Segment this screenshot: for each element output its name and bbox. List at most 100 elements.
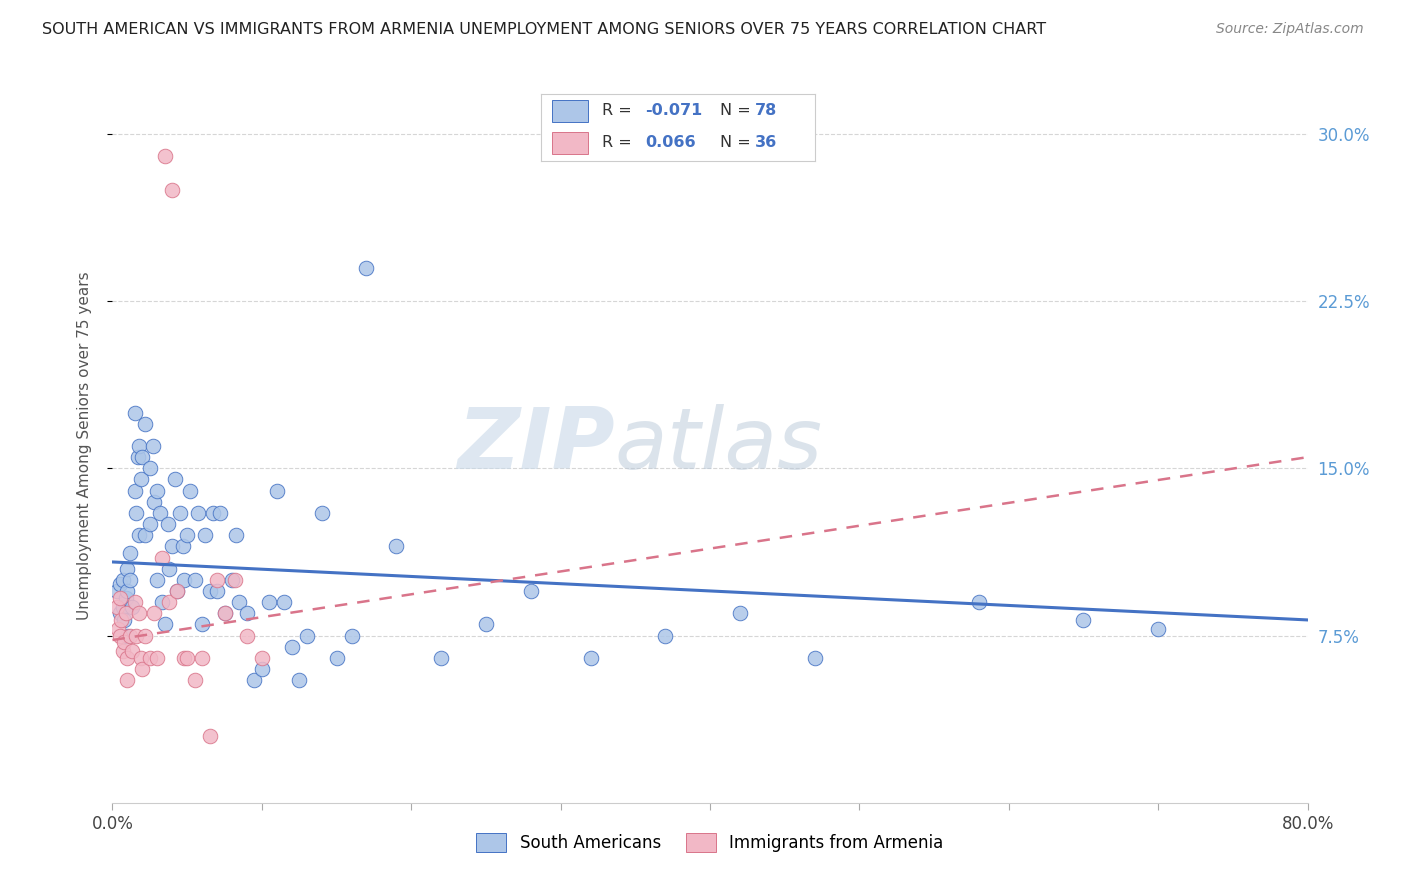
- Point: [221, 573, 243, 587]
- Point: [579, 651, 602, 665]
- Point: [134, 528, 156, 542]
- Point: [157, 562, 180, 576]
- Point: [124, 405, 146, 419]
- Point: [111, 599, 134, 614]
- Point: [385, 539, 408, 553]
- Point: [228, 595, 250, 609]
- Point: [153, 617, 176, 632]
- Point: [108, 628, 131, 642]
- Point: [325, 651, 347, 665]
- Text: R =: R =: [602, 136, 637, 151]
- Point: [1147, 622, 1170, 636]
- Point: [173, 651, 195, 665]
- Point: [128, 528, 150, 542]
- Point: [129, 473, 152, 487]
- Point: [108, 607, 131, 621]
- Point: [187, 506, 209, 520]
- Text: N =: N =: [720, 136, 755, 151]
- Point: [128, 439, 150, 453]
- Point: [156, 516, 179, 531]
- Text: R =: R =: [602, 103, 637, 119]
- Point: [127, 450, 149, 464]
- Text: 0.066: 0.066: [645, 136, 696, 151]
- Point: [131, 450, 153, 464]
- Point: [105, 599, 128, 614]
- Point: [121, 644, 143, 658]
- Point: [224, 573, 246, 587]
- Point: [121, 599, 143, 614]
- FancyBboxPatch shape: [553, 132, 588, 153]
- Point: [120, 628, 142, 642]
- Point: [225, 528, 247, 542]
- Point: [311, 506, 333, 520]
- Point: [205, 583, 228, 598]
- Point: [281, 640, 304, 654]
- Point: [105, 583, 128, 598]
- Point: [1073, 613, 1095, 627]
- Point: [214, 607, 236, 621]
- Point: [120, 546, 142, 560]
- Point: [125, 628, 148, 642]
- Point: [654, 628, 676, 642]
- Point: [110, 613, 132, 627]
- Point: [191, 617, 214, 632]
- Point: [115, 591, 138, 605]
- Text: 36: 36: [755, 136, 778, 151]
- Point: [142, 439, 165, 453]
- Point: [117, 583, 139, 598]
- Point: [125, 506, 148, 520]
- Point: [150, 595, 173, 609]
- Point: [179, 483, 201, 498]
- Point: [124, 483, 146, 498]
- Point: [146, 483, 169, 498]
- Text: SOUTH AMERICAN VS IMMIGRANTS FROM ARMENIA UNEMPLOYMENT AMONG SENIORS OVER 75 YEA: SOUTH AMERICAN VS IMMIGRANTS FROM ARMENI…: [42, 22, 1046, 37]
- Point: [340, 628, 363, 642]
- Point: [117, 628, 139, 642]
- Text: ZIP: ZIP: [457, 404, 614, 488]
- Point: [205, 573, 228, 587]
- Point: [166, 583, 188, 598]
- Point: [201, 506, 224, 520]
- Point: [165, 473, 187, 487]
- Point: [111, 573, 134, 587]
- Point: [173, 573, 195, 587]
- Point: [243, 673, 266, 687]
- Text: N =: N =: [720, 103, 755, 119]
- Point: [108, 591, 131, 605]
- Point: [162, 539, 183, 553]
- Point: [149, 506, 172, 520]
- Point: [236, 628, 259, 642]
- Point: [172, 539, 194, 553]
- Point: [176, 651, 198, 665]
- Point: [520, 583, 543, 598]
- Point: [803, 651, 825, 665]
- Point: [250, 651, 273, 665]
- Point: [139, 516, 162, 531]
- Point: [183, 573, 205, 587]
- Point: [273, 595, 295, 609]
- Point: [146, 651, 169, 665]
- Point: [120, 573, 142, 587]
- Text: 78: 78: [755, 103, 778, 119]
- Text: Source: ZipAtlas.com: Source: ZipAtlas.com: [1216, 22, 1364, 37]
- Y-axis label: Unemployment Among Seniors over 75 years: Unemployment Among Seniors over 75 years: [77, 272, 91, 620]
- Point: [157, 595, 180, 609]
- Point: [139, 461, 162, 475]
- Point: [266, 483, 288, 498]
- Point: [214, 607, 236, 621]
- Point: [356, 260, 378, 275]
- Point: [143, 494, 166, 508]
- Point: [191, 651, 214, 665]
- Point: [250, 662, 273, 676]
- Point: [198, 583, 221, 598]
- Point: [114, 613, 135, 627]
- Point: [128, 607, 150, 621]
- Point: [146, 573, 169, 587]
- Point: [150, 550, 173, 565]
- Point: [967, 595, 990, 609]
- Point: [169, 506, 191, 520]
- Point: [134, 628, 156, 642]
- Point: [131, 662, 153, 676]
- Point: [143, 607, 166, 621]
- Point: [129, 651, 152, 665]
